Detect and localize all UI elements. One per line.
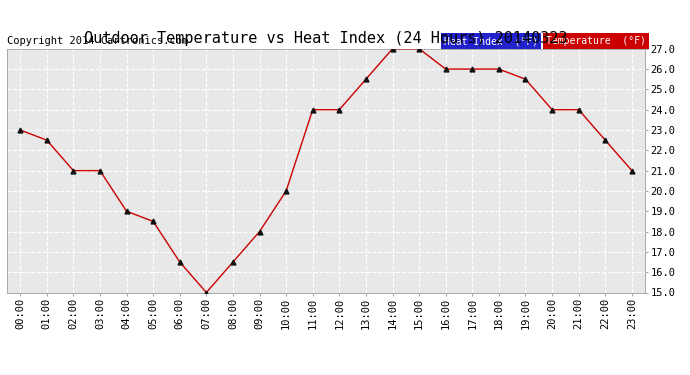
Text: Temperature  (°F): Temperature (°F) — [546, 36, 646, 46]
Text: Copyright 2014 Cartronics.com: Copyright 2014 Cartronics.com — [7, 36, 188, 46]
Title: Outdoor Temperature vs Heat Index (24 Hours) 20140323: Outdoor Temperature vs Heat Index (24 Ho… — [84, 31, 568, 46]
Text: Heat Index  (°F): Heat Index (°F) — [444, 36, 538, 46]
